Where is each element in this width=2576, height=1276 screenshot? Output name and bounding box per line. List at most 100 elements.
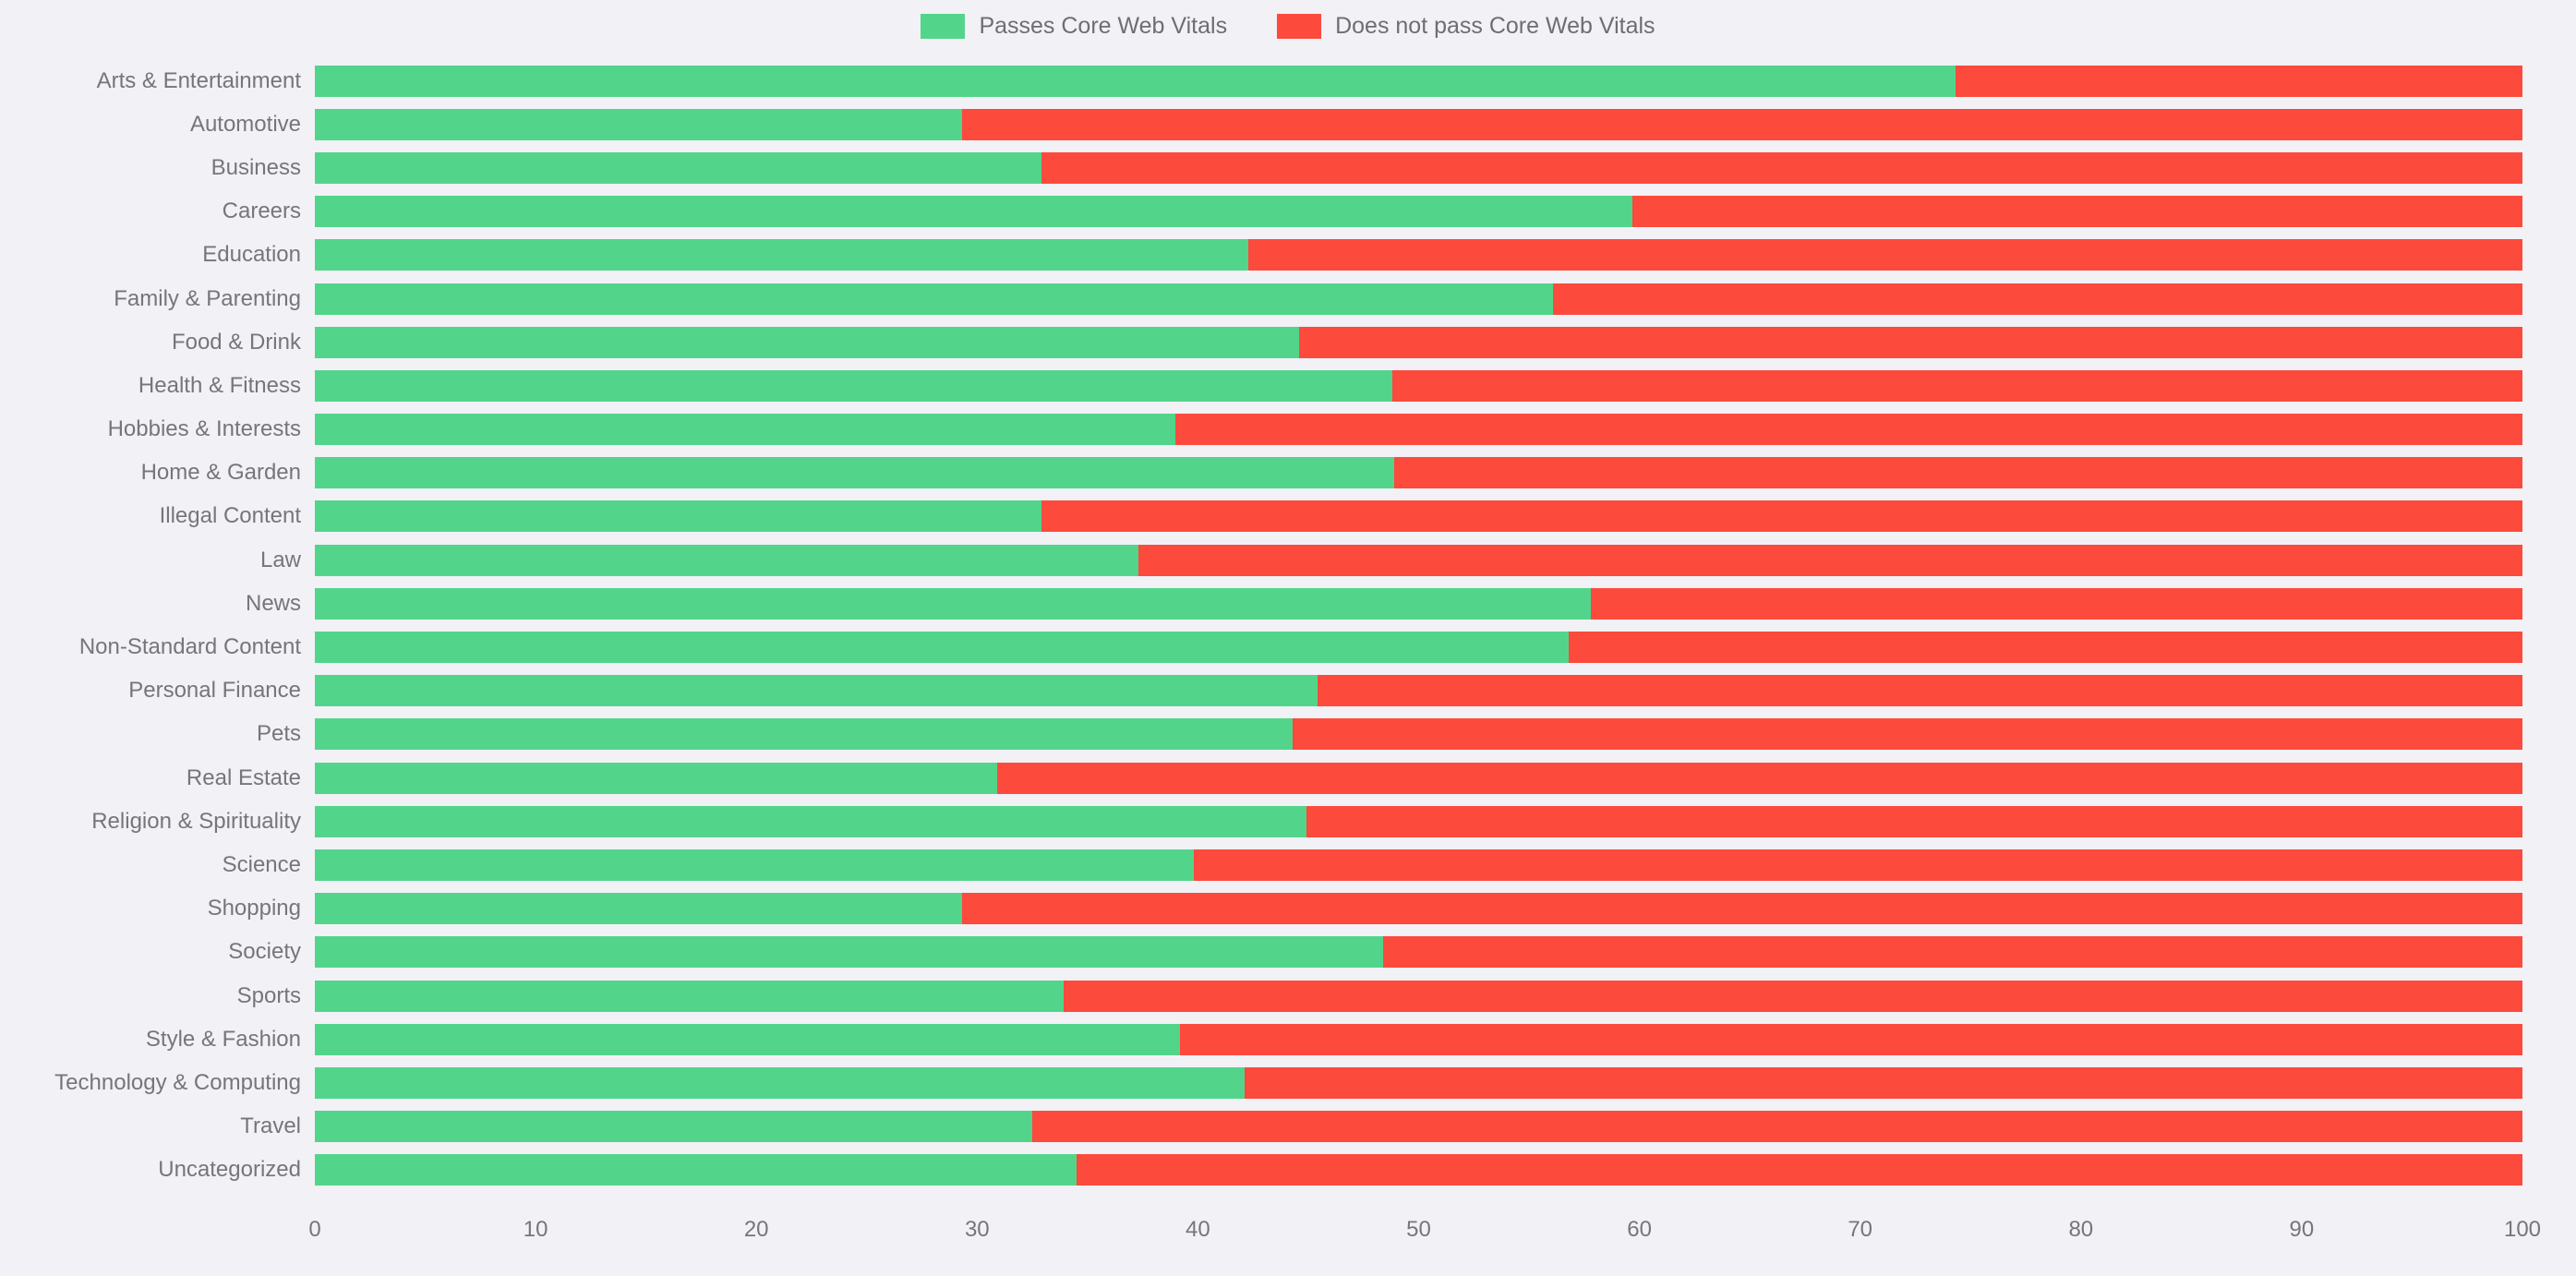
fails-bar-segment [1569, 632, 2522, 664]
category-label: Pets [256, 721, 301, 747]
fails-bar-segment [1299, 326, 2522, 358]
category-label: Non-Standard Content [78, 634, 301, 660]
bar-track [315, 587, 2522, 620]
fails-bar-segment [1032, 1111, 2522, 1143]
category-label: Automotive [189, 111, 301, 137]
fails-bar-segment [961, 893, 2522, 925]
bar-row: Pets [0, 713, 2522, 756]
bar-row: Automotive [0, 102, 2522, 146]
bar-row: Family & Parenting [0, 277, 2522, 320]
category-label: Society [228, 939, 301, 965]
bar-track [315, 196, 2522, 228]
bar-row: Careers [0, 190, 2522, 234]
x-axis-tick-label: 20 [743, 1217, 769, 1242]
passes-bar-segment [315, 1023, 1181, 1055]
bar-track [315, 457, 2522, 489]
x-axis-tick-label: 90 [2289, 1217, 2315, 1242]
x-axis-tick-label: 30 [964, 1217, 990, 1242]
passes-bar-segment [315, 1154, 1077, 1186]
category-label: Law [259, 547, 301, 572]
category-label: Style & Fashion [145, 1026, 301, 1052]
bar-track [315, 849, 2522, 881]
fails-bar-segment [1293, 718, 2522, 751]
bar-row: Science [0, 843, 2522, 886]
x-axis-tick-label: 60 [1627, 1217, 1652, 1242]
bar-track [315, 1154, 2522, 1186]
passes-bar-segment [315, 283, 1554, 315]
fails-bar-segment [1041, 500, 2522, 533]
category-label: Real Estate [186, 764, 301, 790]
category-label: Education [202, 242, 301, 268]
fails-bar-segment [1180, 1023, 2522, 1055]
bar-track [315, 718, 2522, 751]
fails-bar-segment [1394, 457, 2522, 489]
bar-row: Law [0, 538, 2522, 582]
fails-bar-segment [1193, 849, 2522, 881]
fails-bar-segment [1553, 283, 2522, 315]
category-label: Uncategorized [158, 1157, 301, 1183]
bar-track [315, 369, 2522, 402]
bar-row: Sports [0, 974, 2522, 1017]
category-label: News [245, 590, 301, 616]
plot-area: Arts & Entertainment Automotive Business… [0, 59, 2522, 1192]
bar-row: Hobbies & Interests [0, 408, 2522, 451]
fails-legend-label: Does not pass Core Web Vitals [1335, 13, 1655, 39]
fails-bar-segment [1590, 587, 2522, 620]
category-label: Health & Fitness [138, 372, 301, 398]
fails-bar-segment [1317, 675, 2522, 707]
category-label: Hobbies & Interests [107, 416, 301, 442]
fails-bar-segment [996, 762, 2522, 794]
passes-bar-segment [315, 805, 1306, 837]
bar-track [315, 1111, 2522, 1143]
bar-track [315, 675, 2522, 707]
passes-legend-label: Passes Core Web Vitals [979, 13, 1228, 39]
x-axis-tick-label: 70 [1848, 1217, 1873, 1242]
passes-bar-segment [315, 414, 1176, 446]
category-label: Religion & Spirituality [91, 808, 301, 834]
category-label: Science [222, 851, 301, 877]
bar-track [315, 65, 2522, 97]
legend-item-passes[interactable]: Passes Core Web Vitals [921, 13, 1227, 40]
x-axis-tick-label: 10 [523, 1217, 548, 1242]
passes-bar-segment [315, 239, 1249, 271]
fails-bar-segment [1138, 544, 2522, 576]
category-label: Family & Parenting [114, 285, 301, 311]
passes-bar-segment [315, 893, 962, 925]
x-axis-tick-label: 80 [2068, 1217, 2094, 1242]
bar-track [315, 151, 2522, 184]
passes-bar-segment [315, 500, 1041, 533]
category-label: Personal Finance [128, 678, 301, 704]
bar-row: Arts & Entertainment [0, 59, 2522, 102]
passes-bar-segment [315, 108, 962, 140]
chart-legend: Passes Core Web Vitals Does not pass Cor… [0, 13, 2576, 40]
passes-bar-segment [315, 849, 1194, 881]
x-axis: 0 10 20 30 40 50 60 70 80 90 100 [308, 1217, 2541, 1254]
bar-track [315, 893, 2522, 925]
passes-bar-segment [315, 326, 1300, 358]
passes-legend-swatch [921, 14, 966, 39]
bar-track [315, 980, 2522, 1012]
category-label: Technology & Computing [54, 1069, 301, 1095]
bar-row: Home & Garden [0, 451, 2522, 495]
category-label: Home & Garden [140, 460, 301, 486]
fails-bar-segment [961, 108, 2522, 140]
passes-bar-segment [315, 1066, 1245, 1099]
passes-bar-segment [315, 718, 1294, 751]
fails-bar-segment [1248, 239, 2522, 271]
bar-row: Style & Fashion [0, 1017, 2522, 1061]
bar-track [315, 108, 2522, 140]
bar-track [315, 1023, 2522, 1055]
bar-track [315, 414, 2522, 446]
fails-bar-segment [1076, 1154, 2522, 1186]
bar-track [315, 632, 2522, 664]
passes-bar-segment [315, 980, 1064, 1012]
bar-row: Shopping [0, 887, 2522, 931]
fails-legend-swatch [1277, 14, 1322, 39]
bar-track [315, 936, 2522, 969]
fails-bar-segment [1063, 980, 2522, 1012]
bar-row: Personal Finance [0, 669, 2522, 713]
legend-item-fails[interactable]: Does not pass Core Web Vitals [1277, 13, 1655, 40]
bar-track [315, 326, 2522, 358]
passes-bar-segment [315, 632, 1570, 664]
bar-row: Real Estate [0, 756, 2522, 800]
